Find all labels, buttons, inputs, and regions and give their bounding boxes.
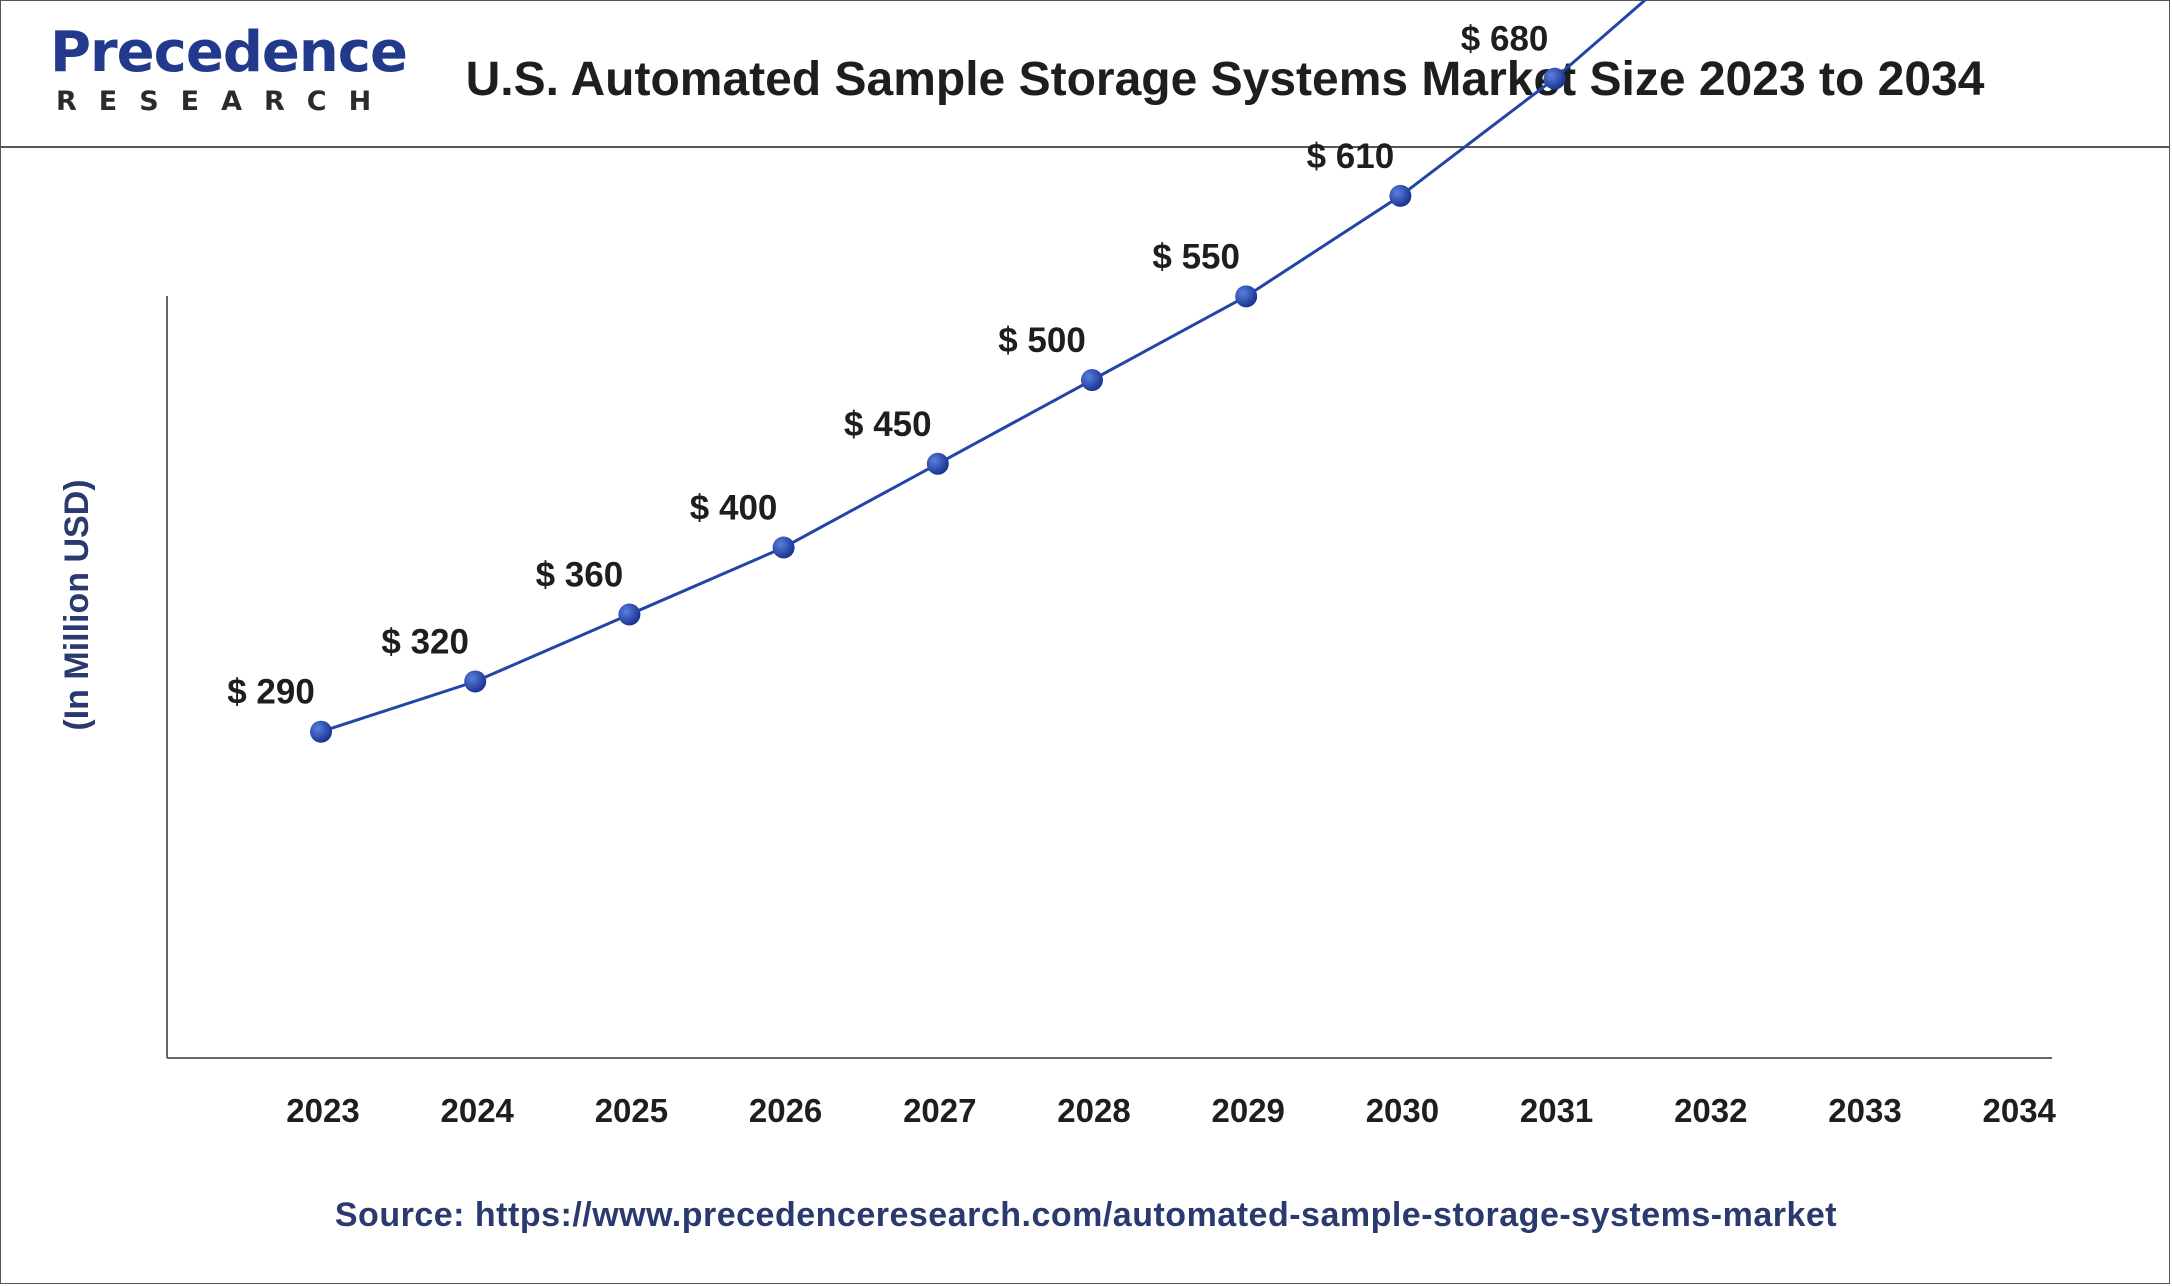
chart-title: U.S. Automated Sample Storage Systems Ma… <box>465 53 1985 106</box>
x-tick-2033: 2033 <box>1828 1092 1901 1129</box>
x-tick-2028: 2028 <box>1057 1092 1130 1129</box>
x-tick-2029: 2029 <box>1211 1092 1284 1129</box>
data-point-2025 <box>618 603 641 626</box>
data-point-2030 <box>1389 184 1412 207</box>
axes <box>166 296 2052 1059</box>
x-tick-2031: 2031 <box>1520 1092 1593 1129</box>
series-line-group <box>320 0 1648 734</box>
x-tick-2027: 2027 <box>903 1092 976 1129</box>
data-point-2027 <box>926 452 949 475</box>
data-label-2027: $ 450 <box>844 405 932 444</box>
header: Precedence RESEARCH U.S. Automated Sampl… <box>0 0 2170 148</box>
data-label-2025: $ 360 <box>536 555 624 594</box>
data-label-2024: $ 320 <box>381 622 469 661</box>
x-tick-2025: 2025 <box>595 1092 668 1129</box>
x-tick-2032: 2032 <box>1674 1092 1747 1129</box>
x-tick-2030: 2030 <box>1366 1092 1439 1129</box>
logo-wordmark: Precedence <box>50 20 408 85</box>
x-tick-labels-group: 2023 2024 2025 2026 2027 2028 2029 2030 2031 2032… <box>286 1092 2056 1129</box>
x-tick-2026: 2026 <box>749 1092 822 1129</box>
data-label-2030: $ 610 <box>1307 137 1395 176</box>
data-point-2026 <box>772 536 795 559</box>
data-label-2029: $ 550 <box>1152 237 1240 276</box>
source-note: Source: https://www.precedenceresearch.c… <box>334 1196 1838 1234</box>
data-point-2031 <box>1543 67 1566 90</box>
logo-subtitle: RESEARCH <box>56 86 394 117</box>
data-points-group <box>310 67 1566 743</box>
x-tick-2034: 2034 <box>1982 1092 2056 1129</box>
data-label-2031: $ 680 <box>1461 20 1549 59</box>
data-label-2026: $ 400 <box>690 489 778 528</box>
y-axis-label-group: (In Million USD) <box>58 479 96 730</box>
x-tick-2023: 2023 <box>286 1092 359 1129</box>
series-line <box>320 0 1648 734</box>
data-point-2029 <box>1235 285 1258 308</box>
data-label-2023: $ 290 <box>227 673 315 712</box>
y-axis-label: (In Million USD) <box>58 479 96 730</box>
data-label-2028: $ 500 <box>998 321 1086 360</box>
data-point-2023 <box>310 720 332 743</box>
data-labels-group: $ 290 $ 320 $ 360 $ 400 $ 450 $ 500 $ 550 $ 610… <box>227 20 1549 712</box>
logo: Precedence RESEARCH <box>50 20 408 120</box>
data-point-2028 <box>1081 369 1103 392</box>
x-tick-2024: 2024 <box>440 1092 514 1129</box>
data-point-2024 <box>464 670 487 693</box>
